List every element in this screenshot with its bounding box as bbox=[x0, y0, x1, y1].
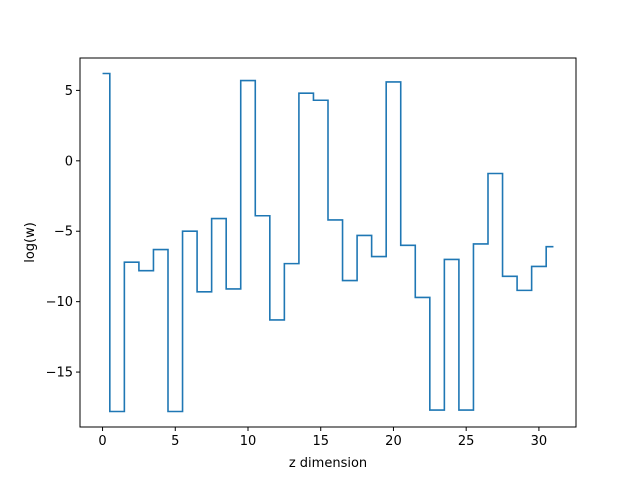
ticks: 0 5 10 15 20 25 30 5 0 −5 −10 −15 bbox=[46, 84, 548, 449]
x-tick-label: 0 bbox=[98, 434, 106, 449]
y-tick-label: −5 bbox=[54, 225, 73, 240]
series-layer bbox=[102, 72, 554, 413]
series-line bbox=[102, 72, 554, 413]
y-tick-label: −10 bbox=[46, 295, 73, 310]
x-tick-label: 25 bbox=[458, 434, 475, 449]
x-tick-label: 20 bbox=[385, 434, 402, 449]
y-tick-label: 5 bbox=[65, 84, 73, 99]
y-tick-label: −15 bbox=[46, 366, 73, 381]
y-axis-label: log(w) bbox=[23, 222, 38, 263]
x-tick-label: 5 bbox=[171, 434, 179, 449]
y-tick-label: 0 bbox=[65, 154, 73, 169]
plot-area-frame bbox=[79, 57, 577, 428]
x-tick-label: 10 bbox=[240, 434, 257, 449]
x-axis-label: z dimension bbox=[289, 456, 367, 471]
x-tick-label: 15 bbox=[312, 434, 329, 449]
x-tick-label: 30 bbox=[531, 434, 548, 449]
